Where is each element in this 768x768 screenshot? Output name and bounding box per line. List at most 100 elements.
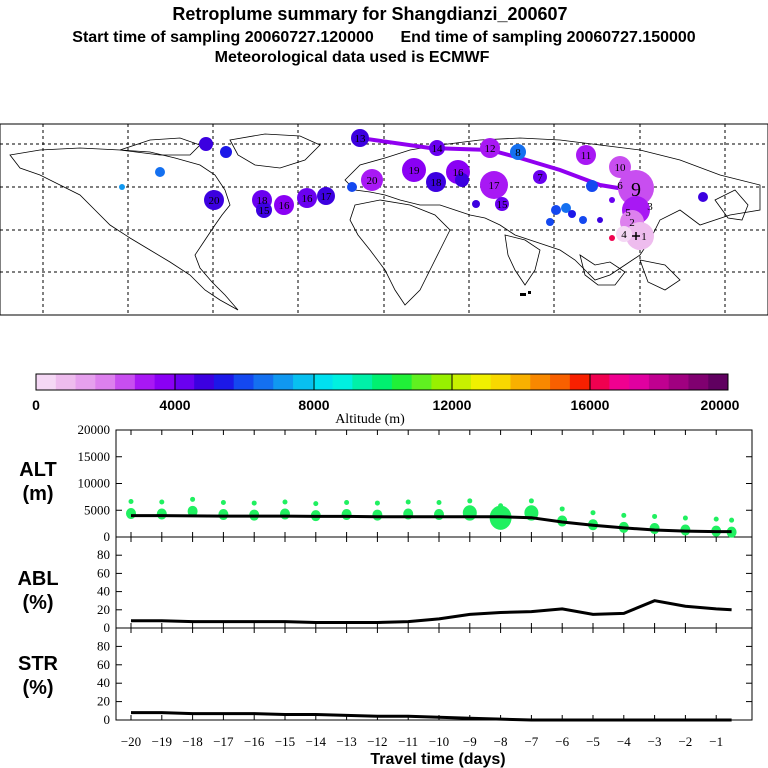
plume-bubble: [256, 202, 272, 218]
alt-scatter-point: [313, 501, 319, 507]
alt-scatter-point: [462, 505, 477, 521]
y-tick-label: 20: [97, 694, 110, 709]
colorbar-cell: [75, 374, 96, 390]
y-tick-label: 80: [97, 638, 110, 653]
colorbar-cell: [154, 374, 175, 390]
plume-bubble: [199, 137, 213, 151]
plume-bubble: [609, 235, 615, 241]
plume-label: 13: [355, 133, 367, 145]
plume-label: 9: [631, 179, 641, 201]
plume-label: 14: [432, 143, 444, 155]
plume-bubble: [510, 144, 526, 160]
plume-label: 1: [641, 231, 647, 243]
plume-bubble: [455, 173, 469, 187]
plume-label: 3: [647, 201, 653, 213]
alt-scatter-point: [729, 517, 735, 523]
plume-label: 7: [537, 172, 543, 184]
plume-label: 4: [621, 229, 627, 241]
plume-bubble: [609, 156, 631, 178]
x-tick-label: −2: [678, 734, 692, 749]
x-tick-label: −3: [648, 734, 662, 749]
plume-bubble: [579, 216, 587, 224]
x-tick-labels: −20 −19 −18 −17 −16 −15 −14 −13 −12 −11 −10 −9 −8 −7 −…: [121, 734, 723, 749]
alt-scatter-point: [282, 499, 288, 505]
plume-bubble: [351, 129, 369, 147]
alt-scatter-point: [436, 500, 442, 506]
y-tick-label: 0: [104, 712, 111, 727]
colorbar-cell: [688, 374, 709, 390]
colorbar-tick-label: 8000: [298, 397, 329, 413]
colorbar-cell: [411, 374, 432, 390]
plume-bubble: [204, 190, 224, 210]
sampling-times: Start time of sampling 20060727.120000 E…: [72, 29, 696, 46]
alt-scatter-point: [280, 508, 290, 520]
x-tick-label: −15: [275, 734, 295, 749]
colorbar-cell: [115, 374, 136, 390]
colorbar-cell: [174, 374, 195, 390]
colorbar-cell: [273, 374, 294, 390]
x-tick-label: −8: [494, 734, 508, 749]
colorbar-cell: [391, 374, 413, 390]
y-tick-label: 60: [97, 657, 110, 672]
x-tick-label: −18: [182, 734, 202, 749]
plume-bubble: [274, 195, 294, 215]
x-tick-label: −7: [524, 734, 538, 749]
y-tick-label: 0: [104, 620, 111, 635]
str-ylabel-line1: STR: [18, 653, 59, 675]
x-tick-label: −12: [367, 734, 387, 749]
plume-bubble: [426, 172, 446, 192]
alt-scatter-point: [190, 496, 196, 502]
plume-label: 16: [302, 193, 314, 205]
x-tick-label: −14: [306, 734, 327, 749]
plume-bubble: [297, 188, 317, 208]
colorbar-label: Altitude (m): [335, 412, 405, 427]
x-tick-label: −11: [398, 734, 418, 749]
alt-scatter-point: [590, 510, 596, 516]
colorbar-cells: [36, 374, 729, 390]
colorbar-cell: [451, 374, 472, 390]
alt-scatter-point: [187, 505, 198, 517]
colorbar-cell: [293, 374, 314, 390]
x-tick-label: −19: [152, 734, 172, 749]
timeseries-panels: ALT (m) ABL (%) STR (%) 0 5000 10000 15000 2…: [17, 422, 753, 768]
alt-scatter-point: [498, 503, 504, 509]
y-tick-label: 60: [97, 565, 110, 580]
plume-label: 8: [515, 147, 521, 159]
release-site-marker: [632, 232, 640, 240]
x-tick-label: −6: [555, 734, 569, 749]
colorbar-cell: [510, 374, 531, 390]
plume-label: 12: [485, 143, 496, 155]
plume-label: 20: [209, 195, 221, 207]
colorbar-cell: [668, 374, 689, 390]
plume-bubble: [568, 210, 576, 218]
alt-scatter-point: [621, 512, 627, 518]
plume-day-labels: 20 18 16 16 17 15 14 20 19 18 17 16 15 1…: [209, 133, 654, 243]
colorbar-cell: [36, 374, 57, 390]
plume-label: 16: [279, 200, 291, 212]
timeseries-frame: [115, 429, 753, 721]
alt-scatter-point: [434, 509, 444, 521]
abl-ylabel-line2: (%): [22, 592, 53, 614]
alt-scatter-point: [405, 499, 411, 505]
map-island-marker: [520, 293, 526, 296]
x-tick-label: −5: [586, 734, 600, 749]
colorbar-tick-label: 4000: [159, 397, 190, 413]
y-tick-label: 40: [97, 675, 110, 690]
abl-series-line: [131, 599, 732, 624]
plume-label: 6: [617, 180, 623, 192]
map-gridlines: [0, 124, 768, 315]
x-tick-label: −9: [463, 734, 477, 749]
plume-bubble: [429, 140, 445, 156]
y-tick-label: 5000: [84, 502, 110, 517]
alt-scatter-points: [126, 496, 737, 538]
plume-bubble: [480, 171, 508, 199]
plume-label: 16: [453, 167, 465, 179]
plume-bubble: [347, 182, 357, 192]
plume-bubble: [609, 197, 615, 203]
alt-scatter-point: [682, 515, 688, 521]
colorbar-cell: [609, 374, 630, 390]
plume-bubble: [361, 169, 383, 191]
colorbar-cell: [253, 374, 274, 390]
x-tick-label: −13: [336, 734, 356, 749]
colorbar-tick-marks: [174, 374, 591, 390]
